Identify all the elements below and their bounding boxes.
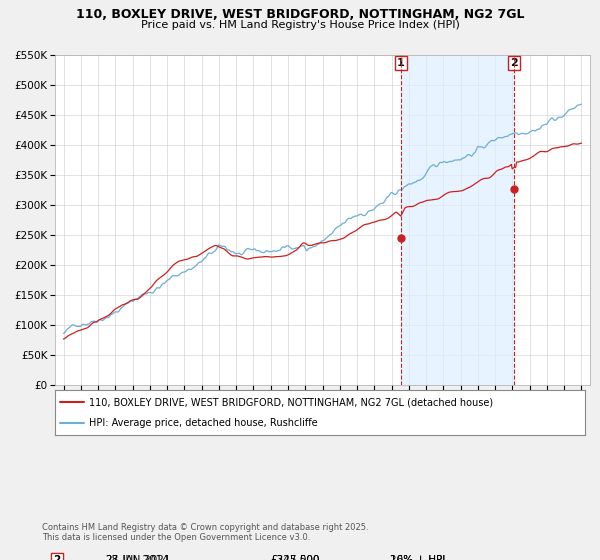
Text: 28-JUL-2014: 28-JUL-2014 (105, 555, 169, 560)
Bar (401, 55, 514, 385)
Text: 1: 1 (53, 555, 61, 560)
Text: Price paid vs. HM Land Registry's House Price Index (HPI): Price paid vs. HM Land Registry's House … (140, 20, 460, 30)
Text: 2: 2 (53, 555, 61, 560)
Text: 20% ↓ HPI: 20% ↓ HPI (390, 555, 445, 560)
Text: 1: 1 (397, 58, 405, 68)
Text: HPI: Average price, detached house, Rushcliffe: HPI: Average price, detached house, Rush… (89, 418, 318, 428)
Text: £245,000: £245,000 (270, 555, 319, 560)
Text: Contains HM Land Registry data © Crown copyright and database right 2025.
This d: Contains HM Land Registry data © Crown c… (42, 522, 368, 542)
Text: 110, BOXLEY DRIVE, WEST BRIDGFORD, NOTTINGHAM, NG2 7GL (detached house): 110, BOXLEY DRIVE, WEST BRIDGFORD, NOTTI… (89, 397, 494, 407)
Text: 110, BOXLEY DRIVE, WEST BRIDGFORD, NOTTINGHAM, NG2 7GL: 110, BOXLEY DRIVE, WEST BRIDGFORD, NOTTI… (76, 8, 524, 21)
Text: 2: 2 (510, 58, 518, 68)
Text: 16% ↓ HPI: 16% ↓ HPI (390, 555, 445, 560)
Text: £327,500: £327,500 (270, 555, 320, 560)
Text: 27-JAN-2021: 27-JAN-2021 (105, 555, 170, 560)
